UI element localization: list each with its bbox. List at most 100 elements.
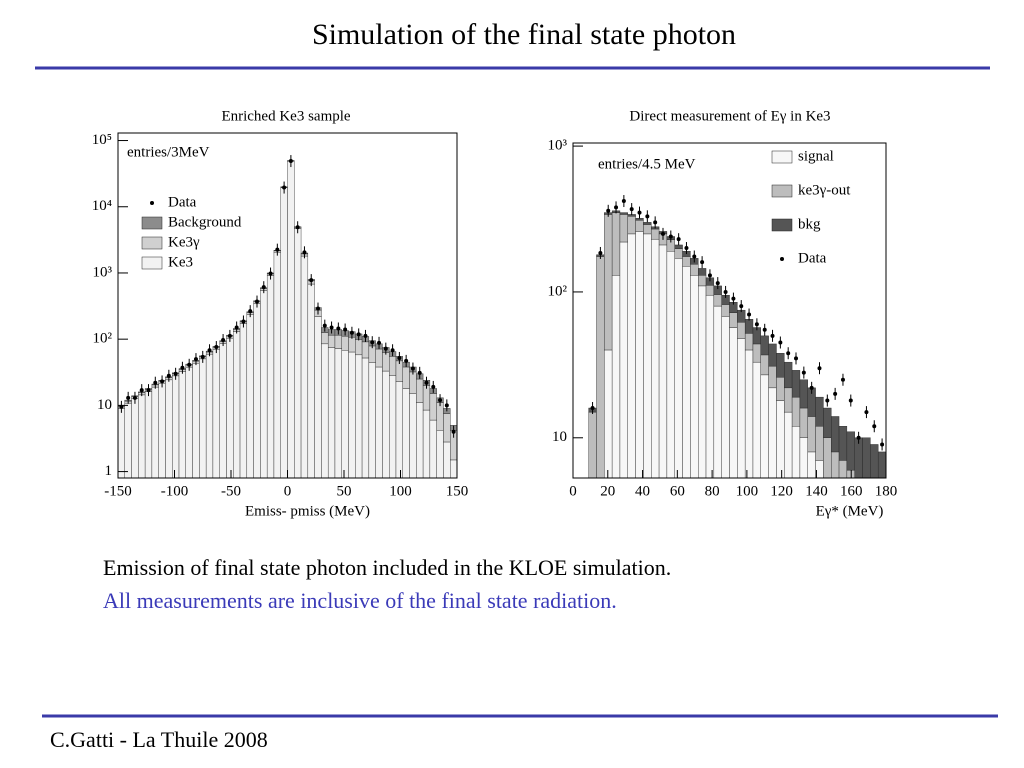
x-tick-label: 40 [635,483,650,499]
data-point [754,322,759,327]
footer: C.Gatti - La Thuile 2008 [50,727,268,752]
histogram-bar [651,228,660,240]
histogram-bar [368,345,376,363]
histogram-bar [823,437,832,479]
x-tick-label: 140 [805,483,828,499]
legend-label: ke3γ-out [798,182,851,198]
data-point [606,208,611,213]
x-tick-label: 0 [284,483,292,499]
data-point [840,377,845,382]
histogram-bar [784,411,793,479]
histogram-bar [799,437,808,479]
data-point [180,365,185,370]
histogram-bar [698,285,707,479]
histogram-bar [327,334,336,348]
x-tick-label: 120 [770,483,793,499]
histogram-bar [273,251,281,479]
histogram-bar [409,371,417,394]
histogram-bar [321,332,329,345]
histogram-bar [791,370,801,398]
legend-label: Data [168,194,197,210]
histogram-bar [744,333,754,351]
histogram-bar [776,400,785,479]
data-point [343,327,348,332]
data-point [707,273,712,278]
histogram-bar [382,370,390,479]
data-point [653,220,658,225]
chart-title: Enriched Ke3 sample [221,108,350,124]
histogram-bar [422,385,431,411]
histogram-bar [327,347,336,479]
histogram-bar [611,275,621,479]
histogram-bar [436,402,444,431]
histogram-bar [870,444,879,479]
legend-label: bkg [798,216,821,232]
histogram-bar [799,379,808,409]
data-point [316,306,321,311]
data-point [747,312,752,317]
data-point [739,304,744,309]
data-point [848,398,853,403]
histogram-bar [205,353,214,479]
y-tick-label: 10⁵ [92,132,112,148]
data-point [731,296,736,301]
data-point [322,323,327,328]
data-point [139,388,144,393]
histogram-bar [368,362,376,479]
histogram-bar [815,426,824,461]
histogram-bar [713,305,722,479]
histogram-bar [226,337,234,479]
x-tick-label: 100 [389,483,412,499]
histogram-bar [260,290,268,479]
histogram-bar [348,351,356,479]
histogram-bar [784,361,793,389]
y-tick-label: 1 [105,463,113,479]
histogram-bar [389,356,397,376]
data-point [356,332,361,337]
data-point [438,398,443,403]
histogram-bar [838,426,848,461]
histogram-bar [737,322,746,339]
histogram-bar [698,268,707,276]
histogram-bar [429,419,437,479]
histogram-bar [791,396,801,427]
histogram-bar [643,233,652,479]
legend-swatch [141,236,163,250]
histogram-bar [682,256,691,267]
data-point [329,325,334,330]
histogram-bar [402,366,410,389]
y-tick-label: 10² [548,283,568,299]
data-point [282,185,287,190]
x-tick-label: 20 [600,483,615,499]
histogram-bar [619,241,628,479]
histogram-bar [729,312,738,328]
legend-label: signal [798,148,834,164]
data-point [227,333,232,338]
slide-title: Simulation of the final state photon [312,18,736,51]
histogram-bar [375,348,383,368]
data-point [778,340,783,345]
data-point [762,327,767,332]
histogram-bar [422,409,431,479]
y-tick-label: 10² [93,331,113,347]
data-point [383,346,388,351]
histogram-bar [355,354,363,479]
histogram-bar [280,187,288,479]
histogram-bar [760,374,769,479]
legend-swatch [771,150,793,164]
data-point [809,385,814,390]
histogram-bar [760,335,769,356]
histogram-bar [768,387,777,479]
data-point [786,351,791,356]
data-point [146,388,151,393]
histogram-bar [737,338,746,479]
histogram-bar [721,304,730,317]
histogram-bar [416,402,424,479]
data-point [336,326,341,331]
data-point [637,210,642,215]
data-point [660,231,665,236]
chart-title: Direct measurement of Eγ in Ke3 [629,108,830,124]
histogram-bar [287,161,295,479]
histogram-bar [307,283,315,479]
